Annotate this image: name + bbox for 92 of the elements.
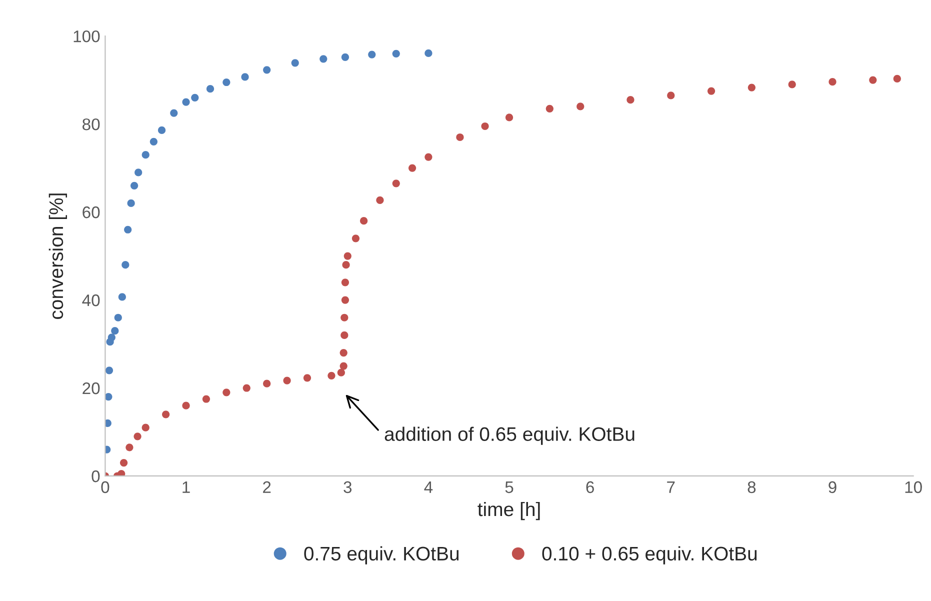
point — [111, 327, 119, 335]
x-tick-label: 6 — [586, 481, 594, 494]
point — [142, 424, 150, 432]
y-tick-label: 60 — [82, 206, 100, 218]
point — [105, 393, 112, 401]
y-tick-label: 100 — [74, 30, 100, 42]
point — [124, 226, 132, 234]
y-tick-label: 0 — [92, 470, 100, 482]
point — [340, 362, 348, 370]
point — [130, 182, 138, 190]
point — [118, 470, 126, 476]
point — [222, 388, 230, 396]
point — [134, 432, 142, 440]
point — [303, 374, 312, 382]
point — [170, 109, 178, 117]
point — [352, 234, 360, 242]
x-tick-label: 7 — [667, 481, 675, 493]
legend-label: 0.10 + 0.65 equiv. KOtBu — [542, 546, 757, 564]
point — [828, 78, 836, 86]
point — [344, 252, 352, 260]
point — [108, 334, 116, 342]
x-axis-title: time [h] — [478, 502, 540, 520]
y-tick-label: 20 — [82, 382, 100, 394]
point — [134, 168, 142, 176]
x-tick-label: 8 — [748, 481, 756, 494]
point — [341, 296, 350, 304]
y-tick-label: 40 — [82, 294, 100, 306]
point — [392, 180, 400, 188]
point — [576, 102, 584, 110]
point — [546, 104, 554, 112]
point — [342, 261, 350, 269]
point — [667, 92, 675, 100]
x-tick-label: 4 — [424, 481, 433, 493]
point — [368, 50, 376, 58]
point — [893, 74, 901, 83]
x-tick-label: 1 — [182, 481, 190, 493]
point — [283, 376, 291, 384]
point — [182, 402, 190, 410]
point — [505, 114, 514, 122]
point — [122, 261, 130, 269]
point — [158, 126, 166, 134]
point — [182, 98, 190, 106]
point — [376, 196, 384, 204]
point — [142, 151, 150, 159]
x-tick-label: 2 — [263, 481, 271, 493]
point — [120, 458, 128, 467]
x-tick-label: 3 — [344, 481, 352, 494]
point — [118, 293, 126, 301]
point — [162, 410, 170, 418]
point — [191, 94, 199, 102]
point — [707, 87, 716, 95]
point — [202, 395, 210, 403]
point — [114, 314, 122, 322]
point — [626, 96, 634, 104]
point — [341, 53, 350, 61]
point — [788, 80, 796, 88]
point — [263, 66, 271, 74]
point — [340, 331, 348, 340]
x-tick-label: 10 — [905, 481, 922, 494]
point — [748, 84, 756, 92]
point — [424, 153, 432, 161]
point — [242, 384, 250, 392]
x-tick-label: 5 — [505, 481, 514, 494]
point — [291, 59, 299, 67]
point — [456, 133, 464, 142]
point — [222, 78, 230, 86]
point — [127, 199, 135, 208]
point — [408, 164, 416, 172]
y-tick-label: 80 — [82, 118, 100, 130]
point — [360, 217, 368, 225]
x-tick-label: 0 — [101, 481, 110, 494]
point — [126, 444, 134, 452]
point — [328, 372, 336, 380]
point — [424, 49, 432, 58]
y-axis-title: conversion [%] — [48, 194, 67, 319]
x-tick-label: 9 — [828, 481, 836, 494]
point — [392, 50, 400, 58]
point — [340, 349, 348, 357]
point — [320, 55, 328, 63]
point — [263, 380, 271, 388]
point — [241, 73, 249, 81]
point — [337, 368, 345, 376]
point — [341, 278, 350, 286]
legend-label: 0.75 equiv. KOtBu — [304, 546, 459, 564]
point — [481, 122, 489, 130]
point — [150, 138, 158, 146]
point — [206, 85, 214, 93]
point — [105, 366, 114, 374]
point — [869, 76, 877, 84]
point — [340, 314, 348, 322]
point — [105, 419, 112, 428]
annotation: addition of 0.65 equiv. KOtBu — [384, 426, 634, 445]
